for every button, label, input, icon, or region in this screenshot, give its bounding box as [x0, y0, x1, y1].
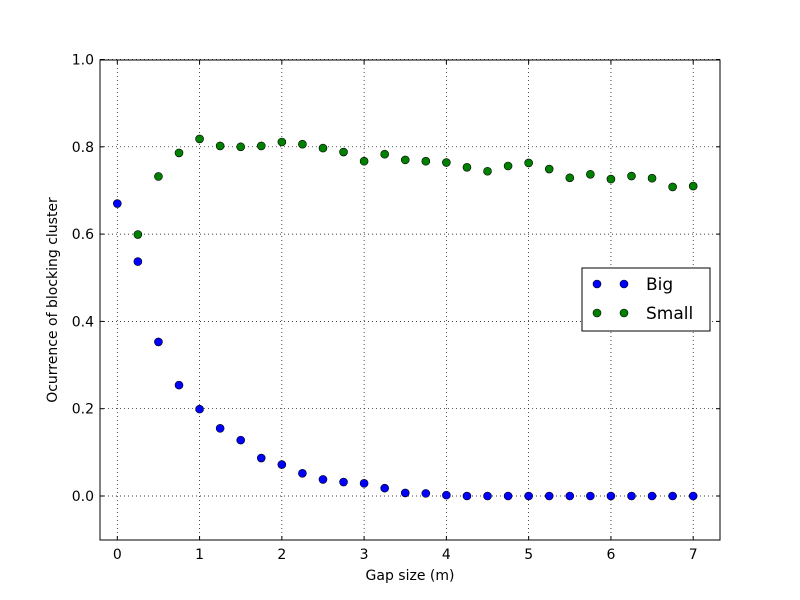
point-small	[524, 158, 533, 168]
legend-box	[581, 267, 711, 332]
point-big	[298, 469, 307, 478]
point-small	[154, 172, 163, 181]
axis-ticks: 0 1 2 3 4 5 6 7 0.0 0.2 0.4 0.6 0.8 1.0	[72, 53, 720, 563]
legend-marker-big	[592, 279, 602, 289]
point-small	[421, 156, 431, 166]
point-big	[380, 483, 389, 493]
x-tick-label: 7	[689, 547, 698, 563]
point-small	[565, 173, 575, 183]
point-small	[688, 181, 698, 191]
x-tick-label: 2	[277, 547, 286, 563]
point-big	[647, 491, 657, 501]
y-tick-label: 0.6	[72, 227, 94, 243]
point-big	[586, 491, 595, 501]
point-big	[113, 199, 122, 208]
point-big	[606, 491, 616, 501]
legend-marker-small	[592, 308, 602, 318]
y-axis-label: Ocurrence of blocking cluster	[45, 197, 61, 403]
point-big	[154, 337, 163, 347]
point-big	[627, 491, 636, 501]
point-small	[668, 182, 677, 192]
point-small	[380, 149, 389, 159]
x-tick-label: 1	[195, 547, 204, 563]
x-tick-label: 3	[360, 547, 369, 563]
x-tick-label: 6	[606, 547, 615, 563]
y-tick-label: 0.4	[72, 314, 94, 330]
point-small	[174, 148, 184, 158]
point-small	[236, 142, 246, 152]
legend-marker-big	[619, 279, 629, 289]
point-big	[277, 460, 287, 469]
plot-frame	[99, 59, 721, 541]
point-small	[215, 141, 225, 151]
point-small	[400, 155, 410, 165]
point-small	[195, 134, 204, 144]
point-big	[544, 491, 554, 501]
point-big	[688, 491, 698, 501]
y-tick-label: 0.0	[72, 489, 94, 505]
point-big	[503, 491, 513, 501]
point-big	[668, 491, 677, 501]
x-tick-label: 4	[442, 547, 451, 563]
point-small	[627, 171, 636, 181]
point-big	[483, 491, 492, 501]
point-small	[339, 147, 348, 157]
point-big	[421, 489, 431, 498]
y-tick-label: 0.8	[72, 140, 94, 156]
point-small	[359, 156, 369, 166]
point-big	[318, 475, 328, 484]
point-big	[462, 491, 472, 501]
legend-label-small: Small	[646, 304, 693, 324]
point-small	[133, 230, 143, 239]
point-small	[606, 174, 616, 184]
y-tick-label: 0.2	[72, 402, 94, 418]
point-big	[524, 491, 533, 501]
point-big	[339, 477, 348, 487]
point-big	[215, 424, 225, 433]
legend-marker-small	[619, 308, 629, 318]
point-small	[462, 163, 472, 172]
point-small	[442, 158, 451, 167]
point-small	[277, 137, 287, 147]
point-big	[174, 380, 184, 390]
point-big	[236, 435, 246, 445]
data-points	[113, 134, 698, 501]
x-axis-label: Gap size (m)	[366, 568, 455, 584]
point-small	[544, 164, 554, 174]
y-tick-label: 1.0	[72, 53, 94, 69]
x-tick-label: 5	[524, 547, 533, 563]
point-big	[400, 488, 410, 498]
legend: Big Small	[581, 267, 711, 332]
legend-label-big: Big	[646, 275, 673, 295]
x-tick-label: 0	[113, 547, 122, 563]
point-small	[647, 173, 657, 183]
point-big	[195, 404, 204, 414]
point-small	[318, 143, 328, 153]
point-small	[256, 141, 266, 151]
point-big	[442, 490, 451, 500]
point-big	[256, 453, 266, 463]
point-small	[298, 139, 307, 149]
point-small	[503, 161, 513, 171]
point-small	[586, 169, 595, 179]
point-big	[359, 479, 369, 488]
point-big	[565, 491, 575, 501]
point-small	[483, 166, 492, 176]
point-big	[133, 257, 143, 266]
